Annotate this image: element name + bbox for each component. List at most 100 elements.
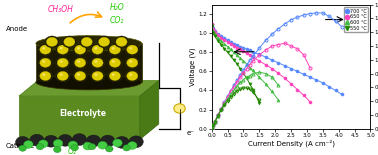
Circle shape [19,145,26,151]
Ellipse shape [36,74,142,90]
Circle shape [15,136,30,148]
Circle shape [60,60,63,63]
Circle shape [38,70,53,82]
Circle shape [174,104,185,113]
Circle shape [94,73,98,76]
Circle shape [88,144,96,150]
Circle shape [56,44,70,55]
Circle shape [97,36,111,48]
Circle shape [94,47,98,50]
Polygon shape [36,43,142,82]
Text: CH₃OH: CH₃OH [48,5,73,14]
Circle shape [58,135,72,146]
Circle shape [123,145,130,151]
Circle shape [129,47,132,50]
Circle shape [98,141,107,149]
Circle shape [108,70,122,82]
Circle shape [112,60,115,63]
Circle shape [127,45,138,54]
Circle shape [125,70,139,82]
Circle shape [90,57,105,69]
Circle shape [56,57,70,69]
Circle shape [77,60,80,63]
Circle shape [92,71,103,81]
Circle shape [57,71,68,81]
Circle shape [109,45,121,54]
Circle shape [42,47,45,50]
Circle shape [60,47,63,50]
Circle shape [57,45,68,54]
Circle shape [68,141,77,149]
Circle shape [42,73,45,76]
Circle shape [36,144,44,150]
Text: Electrolyte: Electrolyte [60,109,107,118]
Circle shape [129,136,143,148]
Circle shape [23,141,33,148]
Circle shape [90,44,105,55]
Circle shape [128,142,137,149]
Polygon shape [19,81,159,96]
Circle shape [115,137,129,148]
Circle shape [83,142,93,150]
Circle shape [40,71,51,81]
Text: Anode: Anode [6,27,28,32]
Circle shape [99,37,110,46]
Circle shape [57,58,68,67]
Circle shape [77,47,80,50]
Circle shape [108,57,122,69]
Legend: 700 °C, 650 °C, 600 °C, 550 °C: 700 °C, 650 °C, 600 °C, 550 °C [344,7,368,32]
Circle shape [114,36,129,48]
Circle shape [53,140,63,147]
Text: e⁻: e⁻ [187,130,195,136]
Circle shape [29,134,44,146]
Circle shape [77,73,80,76]
Circle shape [45,36,59,48]
Circle shape [56,70,70,82]
Circle shape [109,71,121,81]
Circle shape [44,135,58,147]
Circle shape [72,134,87,145]
Y-axis label: Voltage (V): Voltage (V) [189,47,196,86]
Circle shape [73,57,87,69]
Circle shape [108,44,122,55]
Circle shape [86,135,101,147]
Circle shape [40,45,51,54]
Circle shape [112,47,115,50]
Circle shape [74,71,86,81]
Circle shape [127,58,138,67]
Circle shape [54,146,61,153]
Circle shape [105,146,113,152]
Circle shape [79,36,94,48]
Circle shape [39,140,48,148]
Circle shape [101,135,115,147]
Text: Cathode: Cathode [6,143,35,149]
Circle shape [113,139,122,147]
Ellipse shape [36,36,142,51]
Circle shape [60,73,63,76]
X-axis label: Current Density (A cm⁻²): Current Density (A cm⁻²) [248,139,335,147]
Circle shape [38,57,53,69]
Polygon shape [140,81,159,140]
Circle shape [46,37,57,46]
Circle shape [116,37,127,46]
Text: O₂: O₂ [67,147,76,155]
Circle shape [127,71,138,81]
Circle shape [38,44,53,55]
Circle shape [73,44,87,55]
Circle shape [74,45,86,54]
Circle shape [71,145,79,151]
Circle shape [129,73,132,76]
Circle shape [62,36,77,48]
Circle shape [90,70,105,82]
Circle shape [64,37,75,46]
Text: H₂O: H₂O [110,3,125,12]
Circle shape [74,58,86,67]
Circle shape [73,70,87,82]
Circle shape [92,58,103,67]
Polygon shape [19,96,140,140]
Circle shape [129,60,132,63]
Circle shape [40,58,51,67]
Circle shape [42,60,45,63]
Text: CO₂: CO₂ [110,16,124,25]
Circle shape [109,58,121,67]
